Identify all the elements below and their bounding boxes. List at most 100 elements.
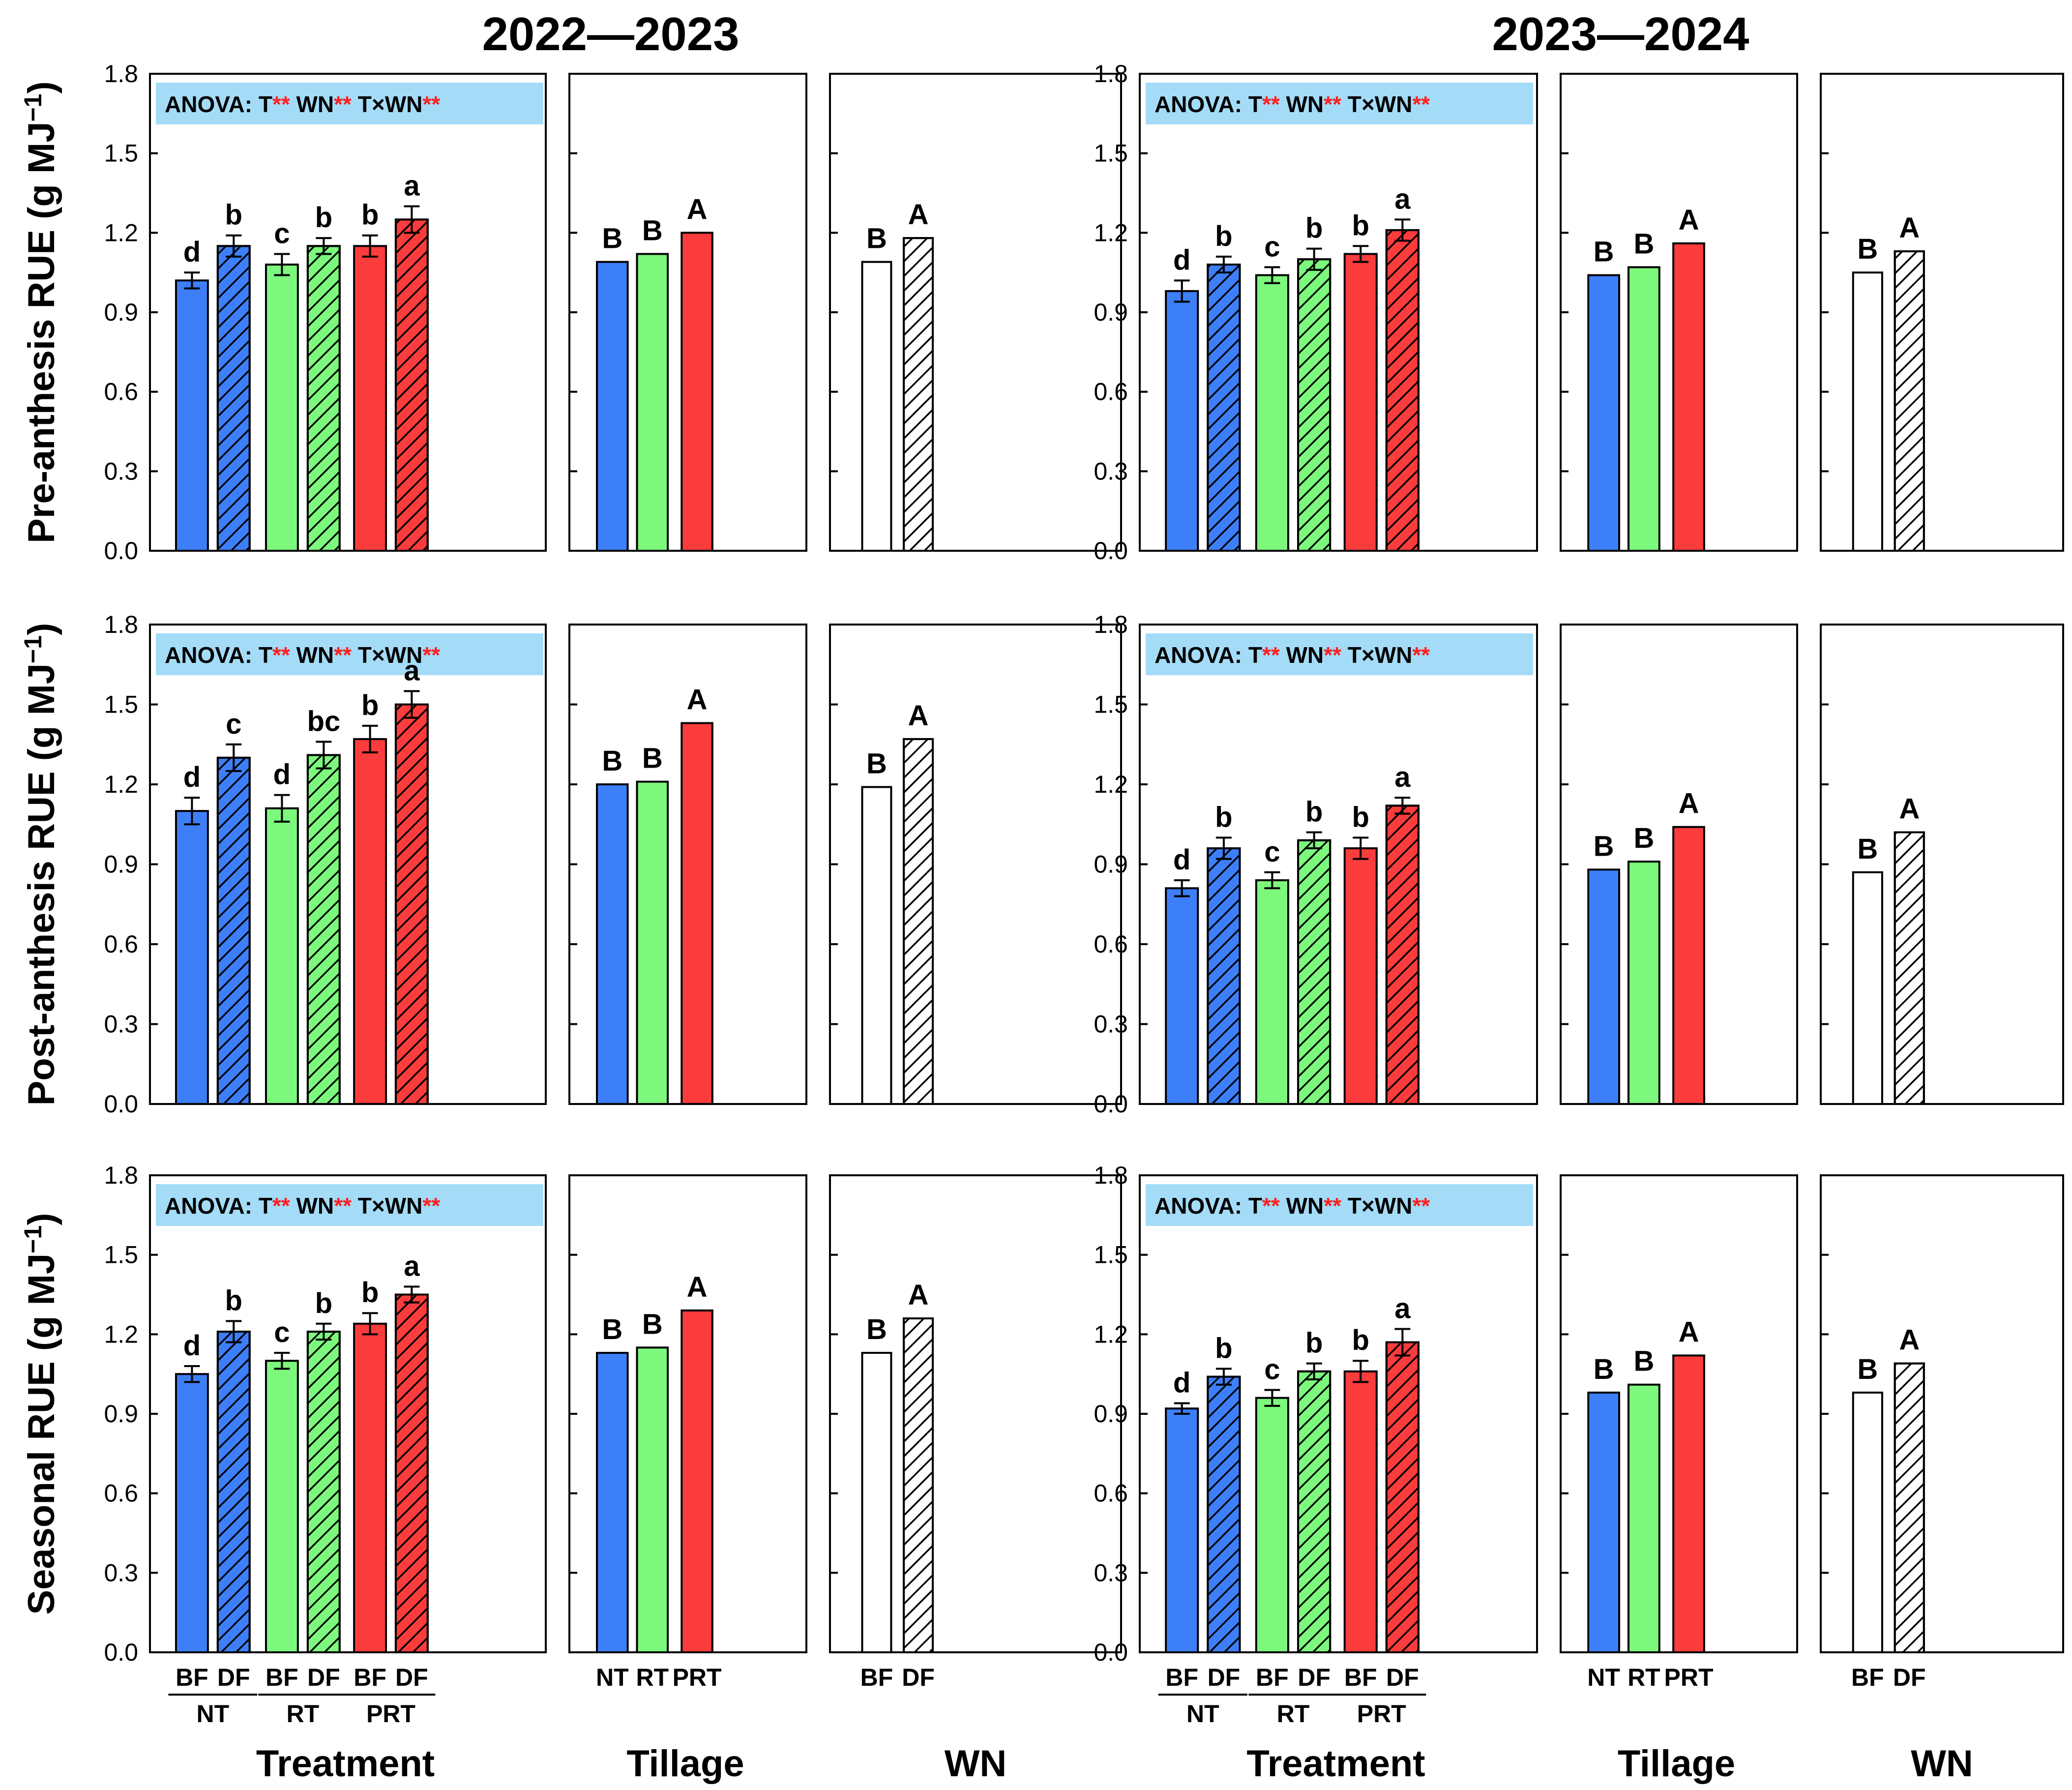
x-title-tillage: Tillage	[626, 1743, 744, 1785]
y-tick-label: 0.6	[1094, 930, 1128, 958]
treatment-bar-hatch	[306, 1330, 341, 1653]
y-tick-label: 0.0	[104, 1090, 138, 1118]
y-tick-label: 0.6	[1094, 378, 1128, 406]
r0c1-anova-text: ANOVA: T** WN** T×WN**	[1154, 91, 1430, 117]
treatment-letter: b	[1215, 220, 1232, 252]
treatment-fert-label: BF	[266, 1664, 298, 1691]
treatment-fert-label: DF	[1386, 1664, 1419, 1691]
treatment-error-bar	[1174, 279, 1190, 303]
r2c1-anova-box	[1146, 1184, 1533, 1226]
treatment-bar-prt-bf	[353, 738, 387, 1105]
r2c0-anova-box	[156, 1184, 543, 1226]
treatment-bar-hatch	[1385, 229, 1420, 552]
y-tick-label: 1.2	[104, 771, 138, 798]
treatment-bar-hatch	[394, 218, 429, 552]
tillage-bar-rt	[636, 1346, 669, 1654]
wn-bar-hatch	[1894, 250, 1925, 552]
wn-letter: B	[866, 747, 887, 779]
tillage-bar-prt	[1672, 242, 1705, 552]
wn-letter: B	[866, 223, 887, 255]
tillage-letter: B	[1594, 236, 1614, 268]
treatment-bar-hatch	[1297, 839, 1332, 1105]
treatment-error-bar	[1353, 245, 1369, 263]
treatment-error-bar	[1353, 1360, 1369, 1383]
treatment-error-bar	[316, 237, 332, 255]
x-title-wn: WN	[1911, 1743, 1973, 1785]
x-title-tillage: Tillage	[1618, 1743, 1735, 1785]
treatment-error-bar	[1264, 1389, 1280, 1407]
treatment-error-bar	[1174, 1402, 1190, 1415]
treatment-bar-nt-bf	[175, 1373, 209, 1654]
row-title-0: Pre-anthesis RUE (g MJ−1)	[19, 81, 62, 543]
treatment-letter: a	[404, 170, 420, 202]
tillage-bar-nt	[596, 1352, 629, 1654]
wn-letter: A	[1899, 1324, 1920, 1356]
treatment-tillage-label: PRT	[1357, 1700, 1406, 1728]
treatment-letter: c	[1264, 1354, 1280, 1386]
treatment-bar-hatch	[1207, 264, 1241, 552]
y-tick-label: 1.5	[1094, 1241, 1128, 1269]
tillage-letter: A	[687, 1271, 708, 1303]
treatment-bar-hatch	[1207, 1375, 1241, 1654]
treatment-error-bar	[1394, 218, 1411, 242]
wn-x-label: DF	[902, 1664, 935, 1691]
tillage-bar-rt	[1628, 266, 1660, 552]
treatment-error-bar	[1215, 1368, 1232, 1386]
tillage-bar-prt	[681, 722, 713, 1105]
treatment-error-bar	[1394, 1328, 1411, 1357]
treatment-letter: b	[225, 199, 242, 231]
wn-x-label: DF	[1893, 1664, 1926, 1691]
wn-x-label: BF	[1851, 1664, 1884, 1691]
r2c0-treatment-frame	[149, 1174, 547, 1653]
treatment-letter: b	[1305, 1327, 1323, 1359]
treatment-letter: a	[404, 1250, 420, 1282]
treatment-bar-rt-bf	[265, 1360, 299, 1653]
treatment-tillage-label: NT	[197, 1700, 230, 1728]
y-tick-label: 1.5	[1094, 140, 1128, 167]
treatment-bar-hatch	[394, 703, 429, 1105]
treatment-letter: d	[1173, 1367, 1190, 1399]
y-tick-label: 0.3	[104, 457, 138, 485]
treatment-letter: d	[183, 761, 201, 793]
tillage-letter: B	[602, 1313, 622, 1345]
r2c1-anova-text: ANOVA: T** WN** T×WN**	[1154, 1193, 1430, 1219]
wn-bar-hatch	[903, 738, 934, 1105]
treatment-letter: b	[315, 202, 332, 234]
treatment-letter: c	[1264, 836, 1280, 868]
season-title-0: 2022—2023	[482, 8, 739, 60]
treatment-letter: c	[226, 708, 241, 740]
treatment-letter: bc	[307, 705, 340, 737]
treatment-bar-nt-bf	[175, 279, 209, 552]
treatment-bar-nt-bf	[1165, 1407, 1199, 1653]
treatment-bar-rt-bf	[265, 807, 299, 1105]
treatment-letter: c	[274, 1316, 290, 1348]
treatment-bar-hatch	[394, 1293, 429, 1653]
wn-bar-hatch	[903, 237, 934, 552]
treatment-letter: b	[1352, 1324, 1369, 1356]
treatment-bar-hatch	[1385, 805, 1420, 1105]
treatment-fert-label: DF	[217, 1664, 250, 1691]
wn-bar-hatch	[1894, 831, 1925, 1105]
tillage-bar-prt	[1672, 1354, 1705, 1653]
y-tick-label: 0.6	[104, 930, 138, 958]
tillage-letter: B	[642, 743, 663, 775]
wn-bar-bf	[861, 1352, 892, 1654]
tillage-letter: A	[1679, 788, 1699, 820]
wn-letter: B	[866, 1313, 887, 1345]
tillage-letter: B	[1633, 1345, 1654, 1377]
r2c0-anova-text: ANOVA: T** WN** T×WN**	[165, 1193, 440, 1219]
treatment-error-bar	[226, 1320, 242, 1343]
tillage-bar-rt	[636, 780, 669, 1105]
y-tick-label: 0.3	[1094, 457, 1128, 485]
treatment-letter: b	[1215, 801, 1232, 833]
treatment-fert-label: BF	[1256, 1664, 1289, 1691]
y-tick-label: 0.9	[1094, 851, 1128, 878]
treatment-bar-hatch	[1385, 1341, 1420, 1653]
treatment-bar-hatch	[306, 245, 341, 552]
tillage-bar-rt	[1628, 861, 1660, 1105]
treatment-error-bar	[184, 797, 200, 826]
treatment-error-bar	[316, 1322, 332, 1341]
y-tick-label: 1.8	[104, 611, 138, 638]
wn-bar-hatch	[903, 1317, 934, 1653]
treatment-error-bar	[1215, 836, 1232, 860]
